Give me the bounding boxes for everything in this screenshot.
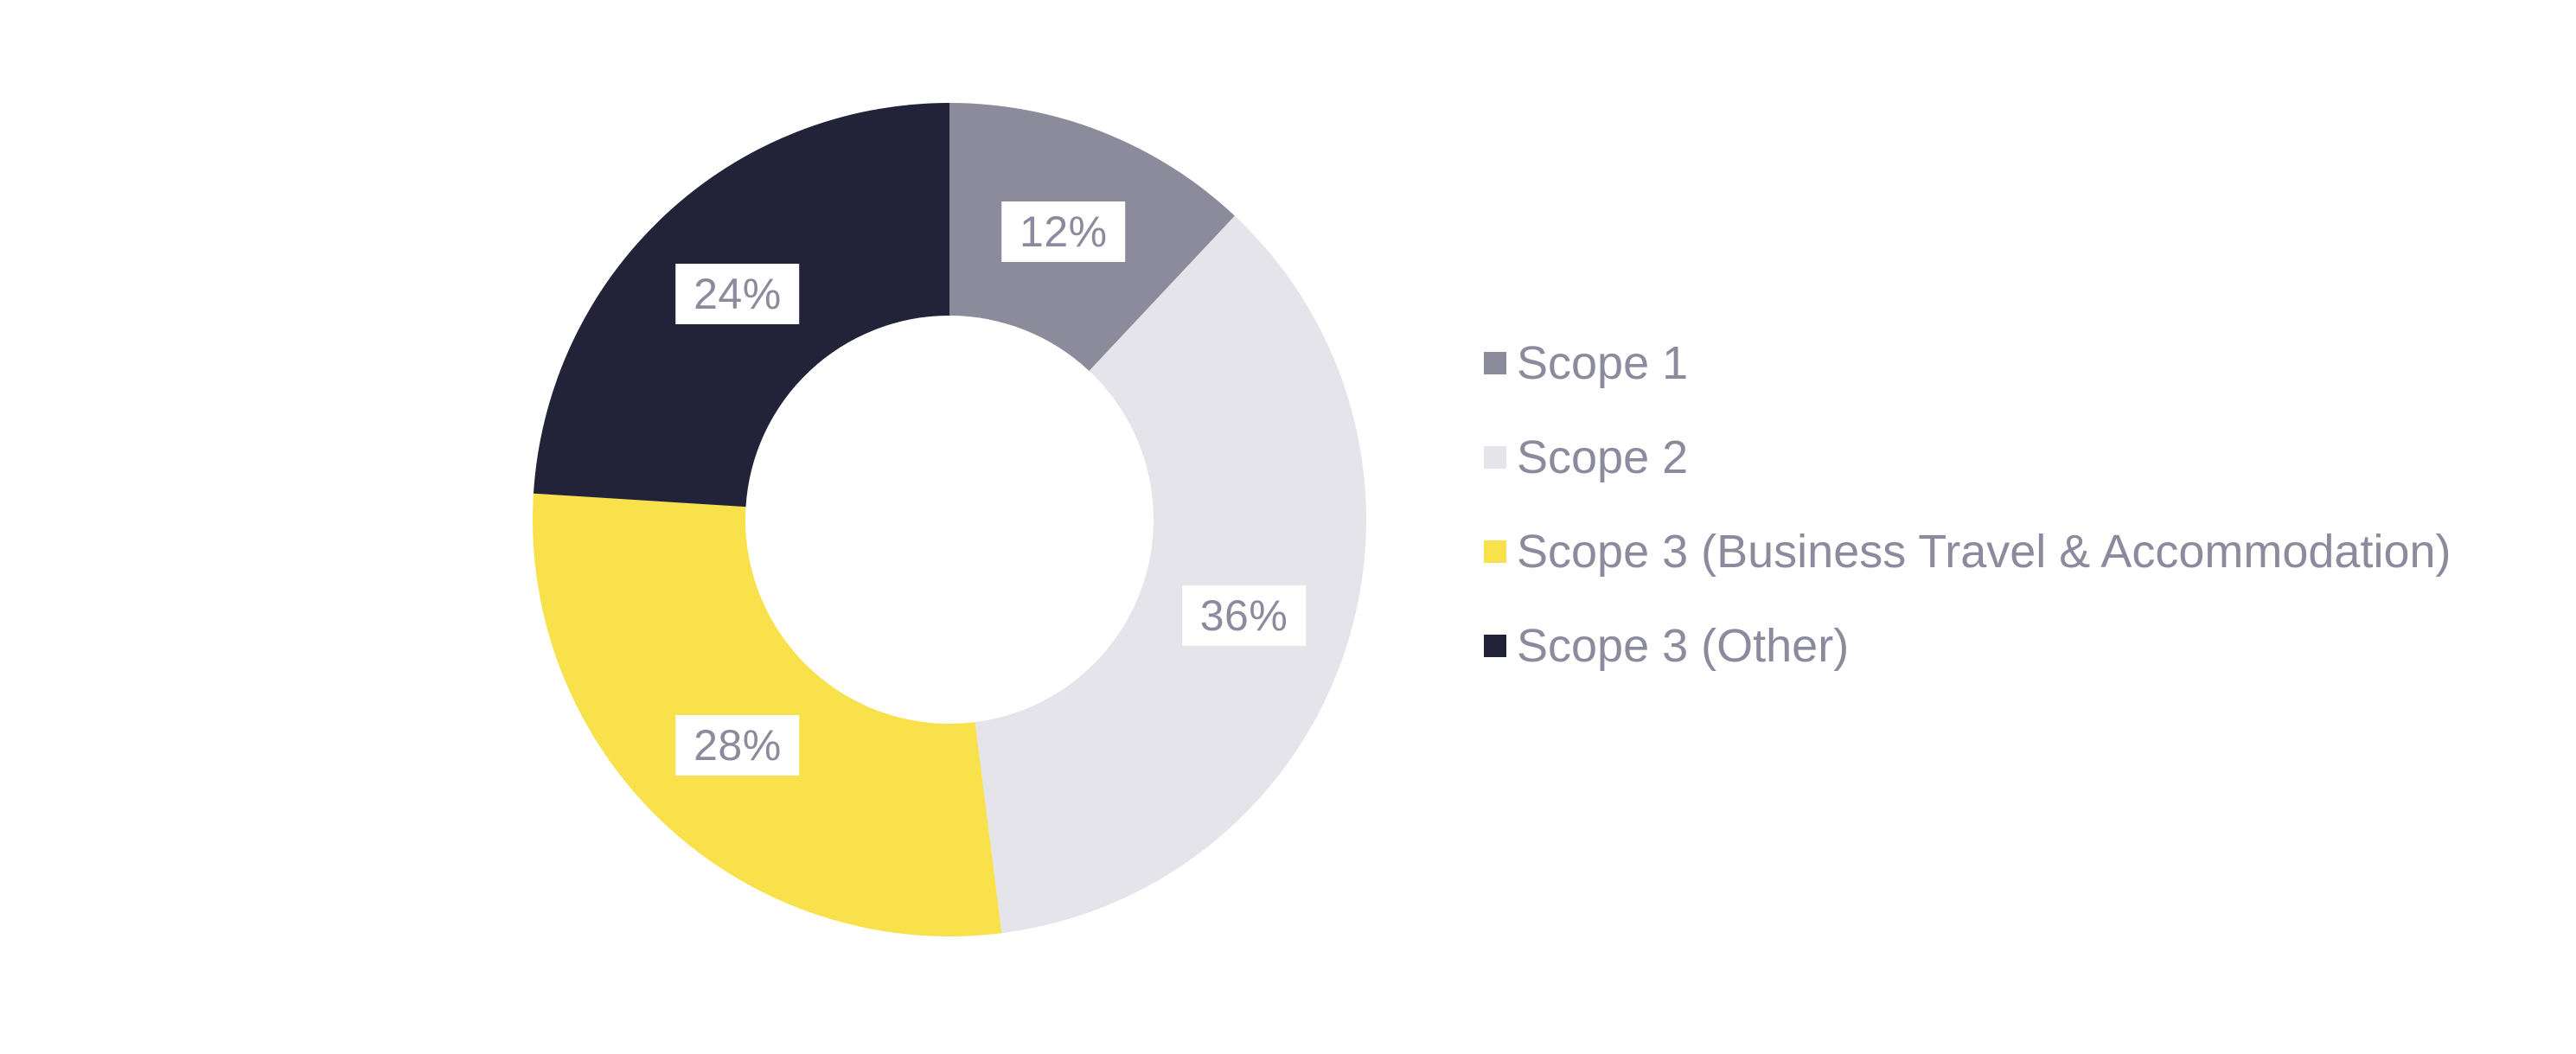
- legend-marker-scope-3-other: [1484, 635, 1506, 657]
- legend-label-scope-2: Scope 2: [1517, 431, 1689, 483]
- legend-label-scope-3-business-travel-accommodation: Scope 3 (Business Travel & Accommodation…: [1517, 526, 2451, 578]
- donut-segment-scope-3-business-travel-accommodation[interactable]: [532, 493, 1002, 937]
- slice-label-scope-3-other: 24%: [675, 264, 800, 324]
- slice-label-scope-2: 36%: [1181, 584, 1307, 646]
- legend-label-scope-3-other: Scope 3 (Other): [1517, 620, 1850, 672]
- legend-item-scope-1[interactable]: Scope 1: [1484, 340, 2451, 386]
- slice-label-scope-3-business-travel-accommodation: 28%: [675, 715, 800, 776]
- slice-label-scope-1: 12%: [1001, 201, 1126, 263]
- legend-item-scope-3-other[interactable]: Scope 3 (Other): [1484, 623, 2451, 669]
- legend-label-scope-1: Scope 1: [1517, 337, 1689, 389]
- legend-marker-scope-1: [1484, 352, 1506, 374]
- donut-segment-scope-2[interactable]: [975, 215, 1366, 934]
- legend-marker-scope-2: [1484, 446, 1506, 469]
- legend-marker-scope-3-business-travel-accommodation: [1484, 540, 1506, 563]
- legend-item-scope-2[interactable]: Scope 2: [1484, 434, 2451, 481]
- chart-legend: Scope 1 Scope 2 Scope 3 (Business Travel…: [1484, 340, 2451, 669]
- legend-item-scope-3-business-travel-accommodation[interactable]: Scope 3 (Business Travel & Accommodation…: [1484, 528, 2451, 575]
